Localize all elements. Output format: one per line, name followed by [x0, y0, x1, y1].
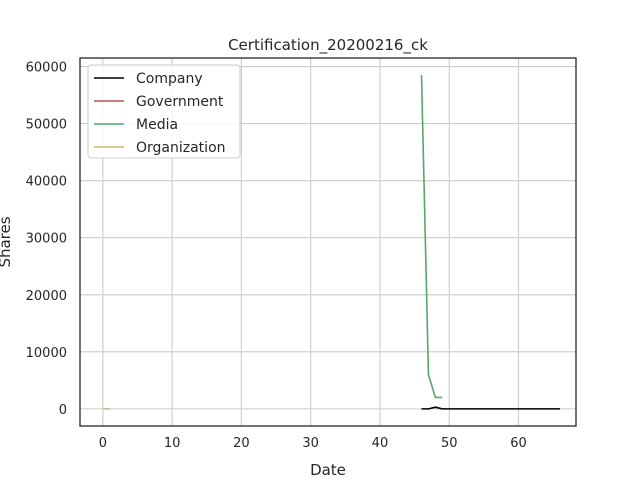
legend-label-government: Government — [136, 94, 224, 110]
plot-frame — [79, 57, 577, 427]
x-axis-label: Date — [310, 461, 346, 479]
y-tick-label: 0 — [59, 403, 67, 418]
y-tick-label: 30000 — [26, 232, 67, 247]
x-tick-label: 60 — [510, 436, 527, 451]
y-tick-label: 60000 — [26, 61, 67, 76]
y-tick-label: 20000 — [26, 289, 67, 304]
legend-label-company: Company — [136, 71, 203, 87]
x-tick-label: 50 — [441, 436, 458, 451]
y-axis-label: Shares — [0, 216, 14, 267]
series-line-company — [421, 406, 561, 410]
y-tick-label: 40000 — [26, 175, 67, 190]
x-tick-label: 0 — [99, 436, 107, 451]
legend-label-organization: Organization — [136, 140, 226, 156]
legend-box — [87, 64, 241, 159]
x-tick-labels: 0 10 20 30 40 50 60 — [99, 436, 527, 451]
x-tick-label: 20 — [233, 436, 250, 451]
series-lines — [102, 75, 561, 410]
x-tick-label: 40 — [372, 436, 389, 451]
x-tick-label: 10 — [164, 436, 181, 451]
y-tick-label: 50000 — [26, 118, 67, 133]
y-tick-label: 10000 — [26, 346, 67, 361]
legend-label-media: Media — [136, 117, 178, 133]
legend: Company Government Media Organization — [87, 64, 241, 159]
series-line-media — [420, 75, 443, 399]
grid-lines — [80, 58, 576, 426]
y-tick-labels: 0 10000 20000 30000 40000 50000 60000 — [26, 61, 67, 418]
chart-title: Certification_20200216_ck — [228, 36, 428, 55]
x-tick-label: 30 — [302, 436, 319, 451]
